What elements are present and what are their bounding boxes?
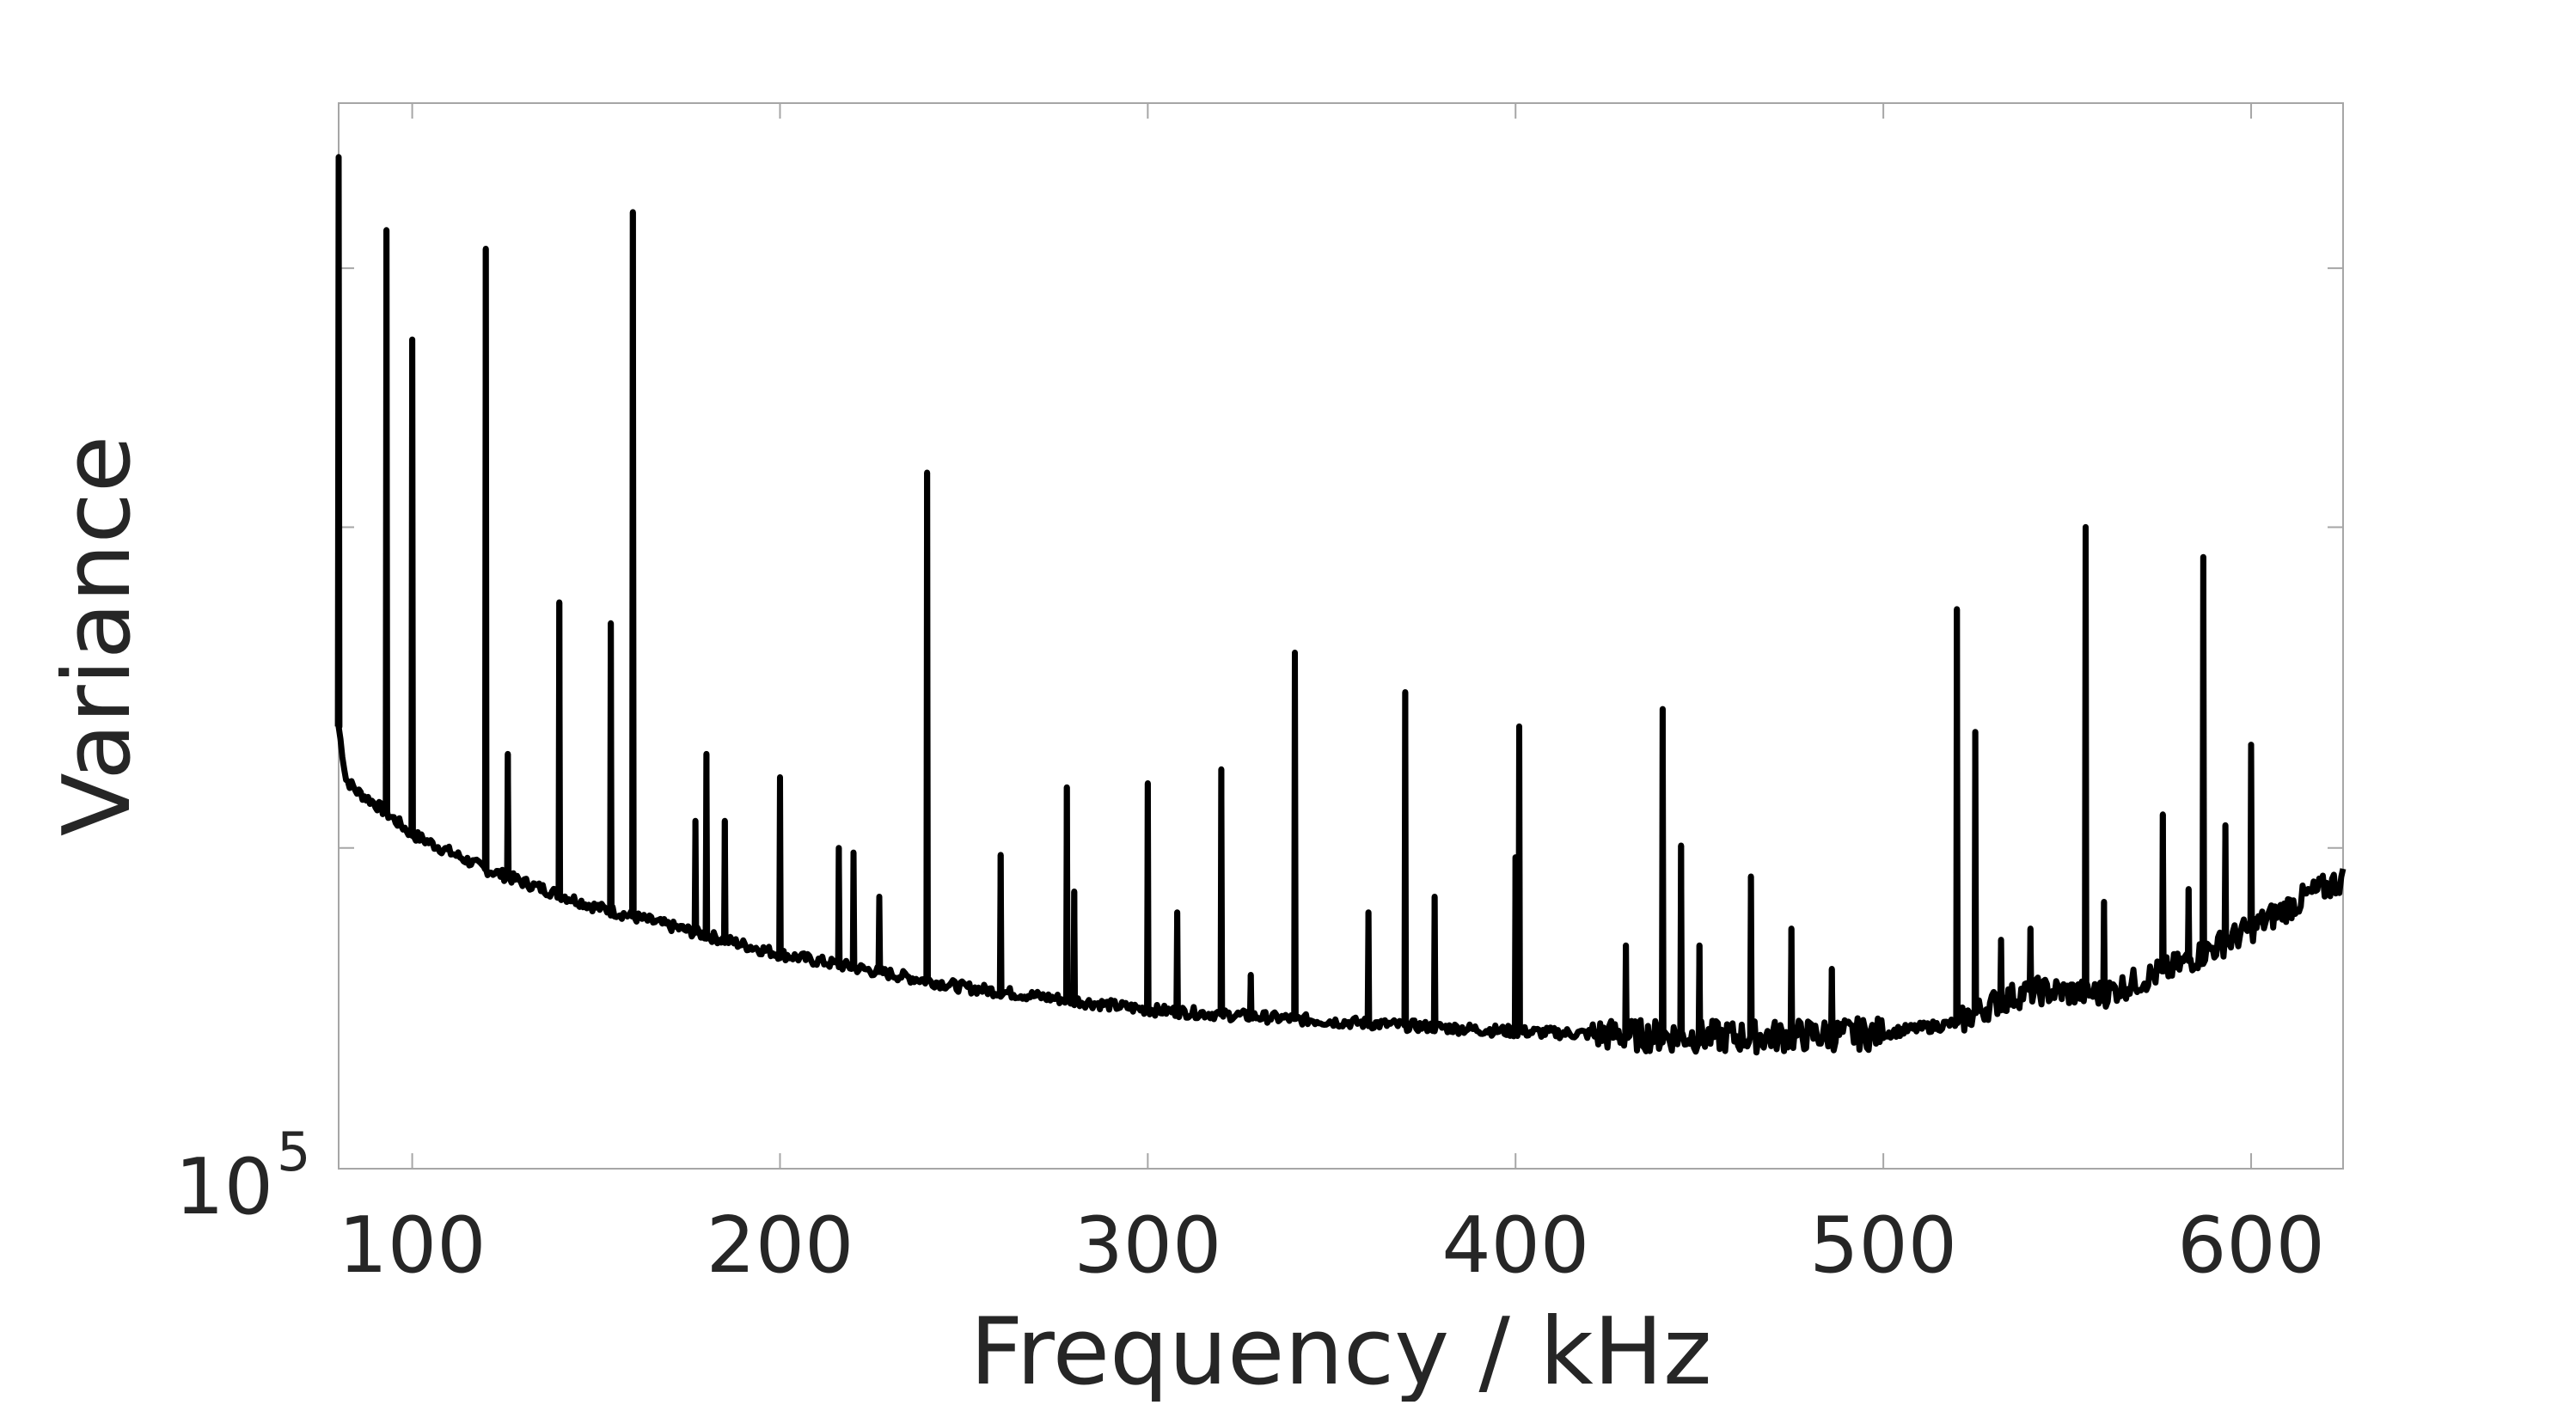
x-axis-label: Frequency / kHz (970, 1298, 1711, 1402)
x-tick-label: 500 (1809, 1200, 1957, 1291)
x-tick-label: 600 (2177, 1200, 2325, 1291)
peak-marks (335, 156, 2255, 1037)
x-tick-label: 200 (707, 1200, 854, 1291)
x-axis-ticks: 100 200 300 400 500 600 (339, 103, 2325, 1291)
x-tick-label: 300 (1074, 1200, 1221, 1291)
x-tick-label: 100 (339, 1200, 486, 1291)
plot-area (338, 102, 2344, 1170)
y-tick-label-exponent: 5 (277, 1121, 310, 1183)
variance-series-line (334, 154, 2347, 1056)
y-axis-label: Variance (44, 436, 151, 837)
y-tick-label-base: 10 (174, 1142, 273, 1232)
x-tick-label: 400 (1441, 1200, 1589, 1291)
